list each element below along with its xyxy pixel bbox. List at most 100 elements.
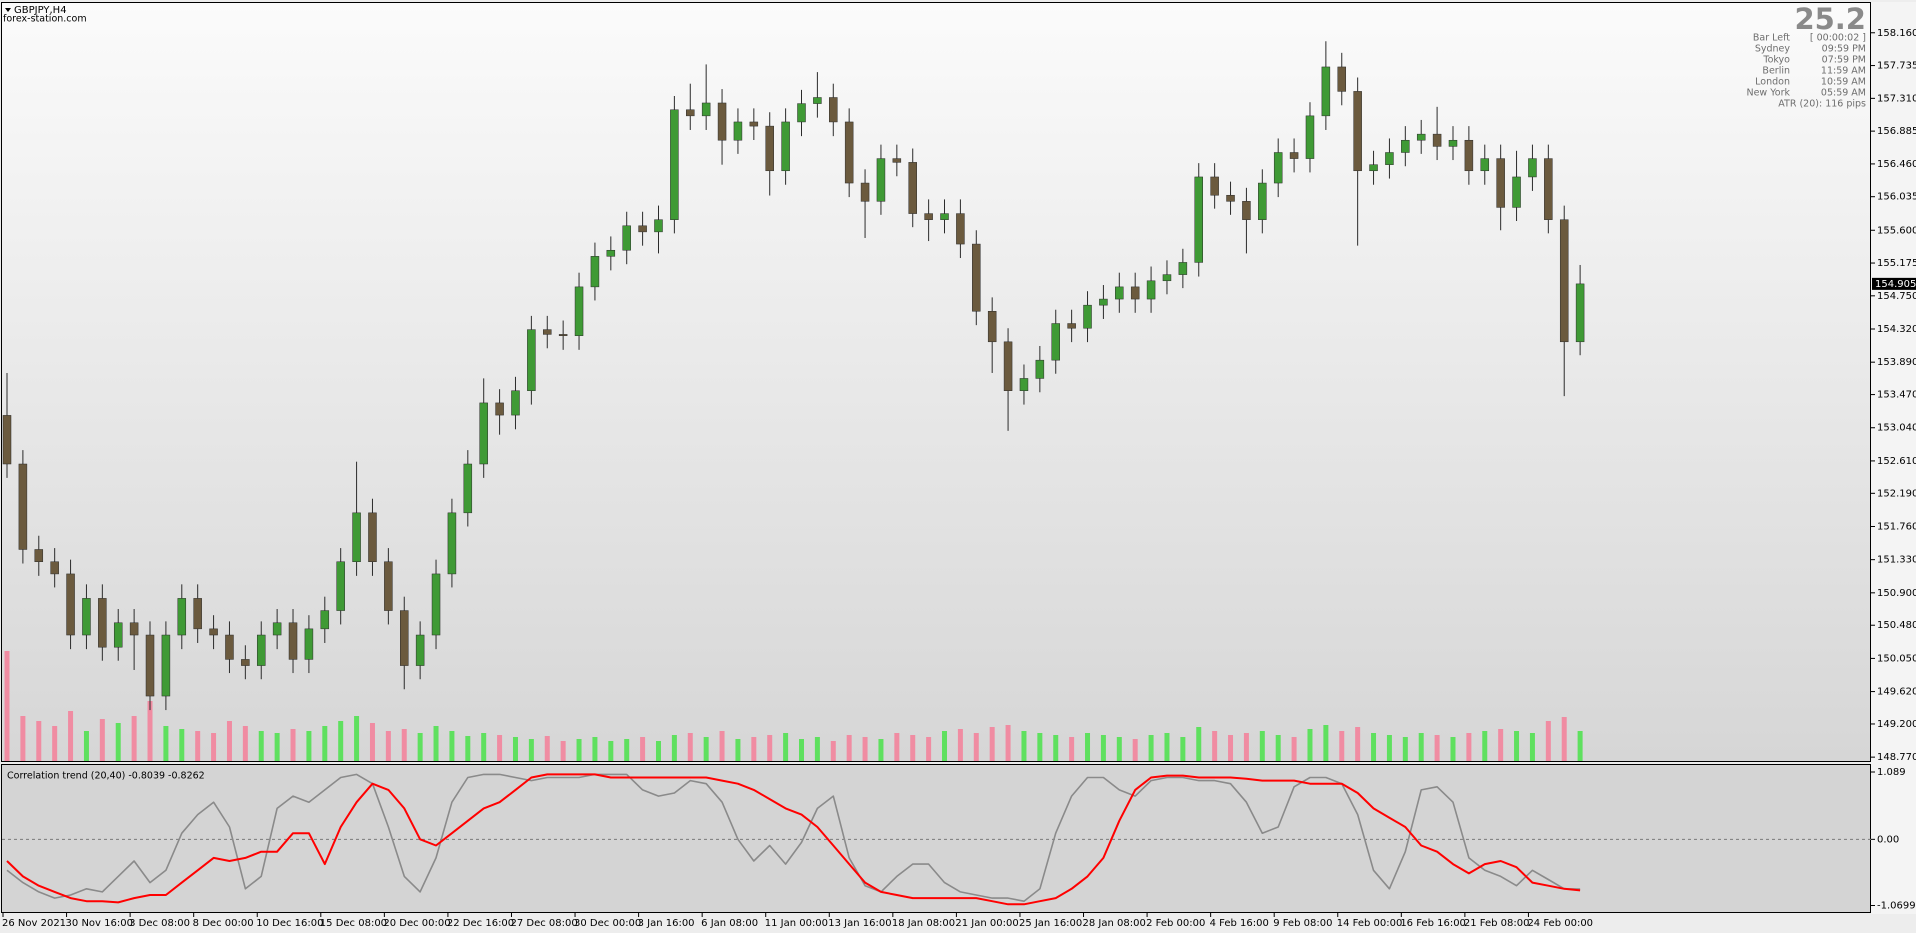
volume-bar	[894, 733, 900, 761]
candle-body	[1226, 194, 1235, 202]
candle-body	[558, 334, 568, 336]
volume-bar	[147, 701, 153, 761]
volume-bar	[52, 726, 58, 761]
candle-body	[829, 97, 838, 123]
candle-body	[98, 598, 107, 648]
candle-body	[415, 634, 425, 666]
volume-bar	[703, 737, 709, 761]
candle-body	[940, 213, 949, 220]
volume-bar	[1037, 733, 1043, 761]
candle-body	[479, 402, 488, 465]
candle-body	[924, 213, 933, 220]
volume-bar	[179, 729, 185, 761]
y-tick-label: 158.160	[1877, 28, 1916, 39]
y-tick-label: -1.0699	[1877, 901, 1916, 912]
info-label: Bar Left	[1753, 33, 1790, 44]
candle-body	[1083, 304, 1092, 329]
indicator-title: Correlation trend (20,40) -0.8039 -0.826…	[7, 771, 205, 782]
candle-body	[574, 286, 584, 336]
candle-body	[749, 121, 759, 127]
x-tick-label: 30 Nov 16:00	[66, 918, 133, 929]
x-tick-label: 15 Dec 08:00	[320, 918, 387, 929]
candle-body	[1464, 139, 1474, 172]
candle-body	[908, 162, 917, 214]
volume-bar	[799, 739, 804, 761]
indicator-panel	[1, 764, 1871, 913]
volume-bar	[465, 736, 471, 761]
x-tick-label: 13 Jan 16:00	[828, 918, 891, 929]
symbol-menu-arrow[interactable]	[5, 8, 11, 12]
atr-label: ATR (20): 116 pips	[1778, 99, 1866, 110]
volume-bar	[1243, 733, 1249, 761]
x-tick-label: 2 Feb 00:00	[1146, 918, 1205, 929]
info-label: Tokyo	[1762, 55, 1790, 66]
candle-body	[972, 243, 981, 312]
candle-body	[1162, 274, 1172, 282]
candle-body	[813, 97, 822, 104]
x-tick-label: 26 Nov 2021	[2, 918, 66, 929]
candle-body	[304, 628, 314, 660]
candle-body	[384, 561, 393, 611]
main-panel	[1, 2, 1871, 762]
volume-bar	[4, 651, 10, 761]
volume-bar	[306, 731, 312, 761]
candle-body	[1432, 133, 1442, 147]
volume-bar	[1212, 731, 1218, 761]
candle-body	[670, 109, 679, 220]
y-tick-label: 151.760	[1877, 521, 1916, 532]
candle-body	[129, 622, 139, 636]
volume-bar	[1498, 729, 1504, 761]
x-tick-label: 11 Jan 00:00	[765, 918, 828, 929]
volume-bar	[369, 723, 375, 761]
volume-bar	[1371, 733, 1377, 761]
candle-body	[765, 125, 774, 172]
volume-bar	[290, 729, 296, 761]
volume-bar	[544, 736, 550, 761]
candle-body	[2, 415, 12, 465]
x-tick-label: 18 Jan 08:00	[892, 918, 955, 929]
volume-bar	[1021, 731, 1027, 761]
candle-body	[34, 549, 44, 562]
candle-body	[527, 329, 536, 391]
candle-body	[431, 573, 441, 636]
x-tick-label: 10 Dec 16:00	[256, 918, 323, 929]
volume-bar	[1259, 731, 1265, 761]
candle-body	[1178, 262, 1188, 275]
y-tick-label: 149.620	[1877, 687, 1916, 698]
volume-bar	[385, 731, 391, 761]
volume-bar	[1418, 733, 1424, 761]
volume-bar	[195, 731, 201, 761]
volume-bar	[1339, 731, 1345, 761]
y-tick-label: 150.480	[1877, 620, 1916, 631]
volume-bar	[1069, 737, 1075, 761]
volume-bar	[1450, 737, 1456, 761]
candle-body	[447, 512, 457, 575]
candle-body	[606, 249, 616, 257]
candle-body	[1337, 66, 1347, 92]
y-tick-label: 157.735	[1877, 61, 1916, 72]
candle-body	[352, 512, 361, 562]
candle-body	[1194, 176, 1203, 263]
x-tick-label: 28 Jan 08:00	[1083, 918, 1146, 929]
candle-body	[844, 121, 854, 184]
candle-body	[400, 610, 409, 666]
volume-bar	[862, 737, 868, 761]
candle-body	[543, 329, 552, 335]
candle-body	[1019, 378, 1029, 391]
volume-bar	[36, 721, 42, 761]
volume-bar	[751, 737, 757, 761]
volume-bar	[1196, 727, 1202, 761]
volume-bar	[1514, 731, 1520, 761]
x-tick-label: 16 Feb 16:00	[1400, 918, 1466, 929]
volume-bar	[1466, 733, 1472, 761]
volume-bar	[989, 727, 995, 761]
y-tick-label: 157.310	[1877, 93, 1916, 104]
candle-body	[66, 573, 75, 636]
x-tick-label: 25 Jan 16:00	[1019, 918, 1082, 929]
candle-body	[1067, 323, 1076, 329]
candle-body	[1480, 158, 1490, 172]
candle-body	[1385, 152, 1394, 165]
y-tick-label: 155.175	[1877, 258, 1916, 269]
